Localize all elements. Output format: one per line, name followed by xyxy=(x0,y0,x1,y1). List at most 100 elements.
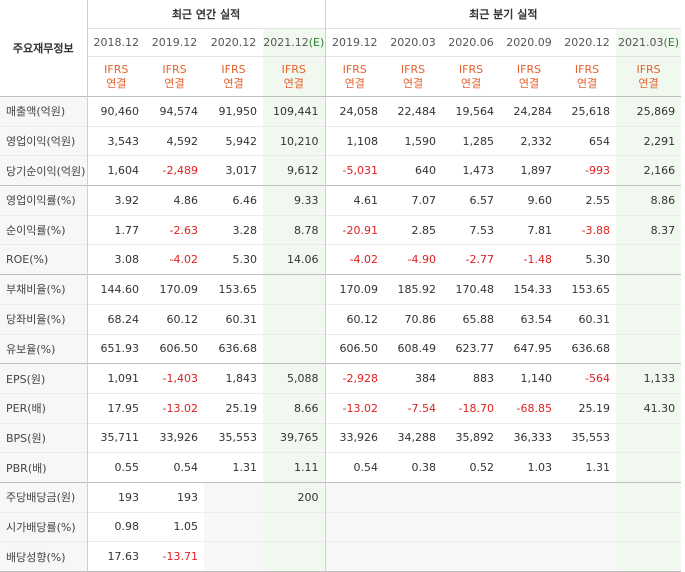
value-cell: 636.68 xyxy=(558,333,617,364)
table-row: 유보율(%) 651.93 606.50 636.68 606.50 608.49 623.… xyxy=(0,333,682,364)
value-cell: 170.48 xyxy=(442,274,501,305)
value-cell: 3.92 xyxy=(87,185,145,216)
period-header-annual: 2019.12 xyxy=(145,28,204,57)
value-cell: 153.65 xyxy=(558,274,617,305)
basis-consolidated-label: 연결 xyxy=(223,76,244,90)
basis-consolidated-label: 연결 xyxy=(106,76,127,90)
value-cell xyxy=(616,422,682,453)
value-cell: 65.88 xyxy=(442,303,501,334)
value-cell: 39,765 xyxy=(263,422,326,453)
table-row: 매출액(억원) 90,460 94,574 91,950 109,441 24,058 22… xyxy=(0,96,682,127)
value-cell: 0.54 xyxy=(145,452,204,483)
value-cell xyxy=(204,481,263,513)
value-cell: -68.85 xyxy=(500,392,559,424)
value-cell xyxy=(558,541,617,572)
value-cell: -1,403 xyxy=(145,363,204,394)
row-label: 순이익률(%) xyxy=(0,214,88,245)
value-cell: 25,869 xyxy=(616,96,682,127)
value-cell: 647.95 xyxy=(500,333,559,364)
row-label: 영업이익률(%) xyxy=(0,185,88,216)
value-cell: 153.65 xyxy=(204,274,263,305)
value-cell: -4.02 xyxy=(325,244,385,275)
row-label: 주당배당금(원) xyxy=(0,481,88,513)
value-cell: 5.30 xyxy=(204,244,263,275)
row-label: 영업이익(억원) xyxy=(0,125,88,156)
value-cell: 0.54 xyxy=(325,452,385,483)
value-cell: 60.12 xyxy=(325,303,385,334)
value-cell: 25,618 xyxy=(558,96,617,127)
value-cell xyxy=(616,511,682,542)
value-cell: 33,926 xyxy=(325,422,385,453)
basis-ifrs-label: IFRS xyxy=(281,62,306,76)
table-row: 순이익률(%) 1.77 -2.63 3.28 8.78 -20.91 2.85 7.53 7.… xyxy=(0,214,682,245)
value-cell: 109,441 xyxy=(263,96,326,127)
value-cell: 36,333 xyxy=(500,422,559,453)
value-cell: 1.05 xyxy=(145,511,204,542)
value-cell xyxy=(616,541,682,572)
period-header-quarter: 2020.03 xyxy=(384,28,443,57)
basis-header: IFRS 연결 xyxy=(558,56,617,97)
value-cell: 5,088 xyxy=(263,363,326,394)
period-label: 2021.03 xyxy=(618,36,664,49)
value-cell: 68.24 xyxy=(87,303,145,334)
table-row: 영업이익률(%) 3.92 4.86 6.46 9.33 4.61 7.07 6.57 9.60… xyxy=(0,185,682,216)
value-cell: 63.54 xyxy=(500,303,559,334)
value-cell: 1.11 xyxy=(263,452,326,483)
value-cell xyxy=(616,452,682,483)
value-cell: 2,332 xyxy=(500,125,559,156)
value-cell: 7.81 xyxy=(500,214,559,245)
value-cell: 17.95 xyxy=(87,392,145,424)
row-label: 시가배당률(%) xyxy=(0,511,88,542)
value-cell: 2,166 xyxy=(616,155,682,186)
value-cell: 4.61 xyxy=(325,185,385,216)
basis-consolidated-label: 연결 xyxy=(638,76,659,90)
value-cell: 1,590 xyxy=(384,125,443,156)
value-cell: 1.31 xyxy=(204,452,263,483)
value-cell xyxy=(442,481,501,513)
basis-header: IFRS 연결 xyxy=(616,56,682,97)
row-label: 부채비율(%) xyxy=(0,274,88,305)
value-cell: -4.02 xyxy=(145,244,204,275)
value-cell xyxy=(616,303,682,334)
value-cell: -7.54 xyxy=(384,392,443,424)
value-cell: 2.55 xyxy=(558,185,617,216)
period-header-quarter: 2021.03(E) xyxy=(616,28,682,57)
period-header-quarter: 2020.06 xyxy=(442,28,501,57)
basis-consolidated-label: 연결 xyxy=(518,76,540,90)
table-row: BPS(원) 35,711 33,926 35,553 39,765 33,926 34,2… xyxy=(0,422,682,453)
value-cell: 2,291 xyxy=(616,125,682,156)
value-cell: 1,285 xyxy=(442,125,501,156)
table-row: EPS(원) 1,091 -1,403 1,843 5,088 -2,928 384 883 1… xyxy=(0,363,682,394)
basis-consolidated-label: 연결 xyxy=(164,76,185,90)
value-cell: 33,926 xyxy=(145,422,204,453)
basis-header: IFRS 연결 xyxy=(145,56,204,97)
value-cell: 606.50 xyxy=(145,333,204,364)
row-label: 매출액(억원) xyxy=(0,96,88,127)
table-row: 부채비율(%) 144.60 170.09 153.65 170.09 185.92 170… xyxy=(0,274,682,305)
value-cell xyxy=(384,511,443,542)
table-row: 배당성향(%) 17.63 -13.71 xyxy=(0,541,682,572)
value-cell: 35,553 xyxy=(558,422,617,453)
value-cell: 35,553 xyxy=(204,422,263,453)
basis-ifrs-label: IFRS xyxy=(162,62,187,76)
value-cell: 193 xyxy=(87,481,145,513)
row-label: 배당성향(%) xyxy=(0,541,88,572)
row-label: ROE(%) xyxy=(0,244,88,275)
value-cell: -13.71 xyxy=(145,541,204,572)
period-header-quarter: 2020.12 xyxy=(558,28,617,57)
value-cell: 2.85 xyxy=(384,214,443,245)
row-label: 당기순이익(억원) xyxy=(0,155,88,186)
value-cell: 883 xyxy=(442,363,501,394)
value-cell: 4.86 xyxy=(145,185,204,216)
value-cell: 8.37 xyxy=(616,214,682,245)
value-cell: 9.33 xyxy=(263,185,326,216)
value-cell xyxy=(263,541,326,572)
value-cell: 606.50 xyxy=(325,333,385,364)
value-cell: -993 xyxy=(558,155,617,186)
value-cell: 70.86 xyxy=(384,303,443,334)
value-cell: 384 xyxy=(384,363,443,394)
value-cell: -2,489 xyxy=(145,155,204,186)
value-cell: -564 xyxy=(558,363,617,394)
row-label: BPS(원) xyxy=(0,422,88,453)
